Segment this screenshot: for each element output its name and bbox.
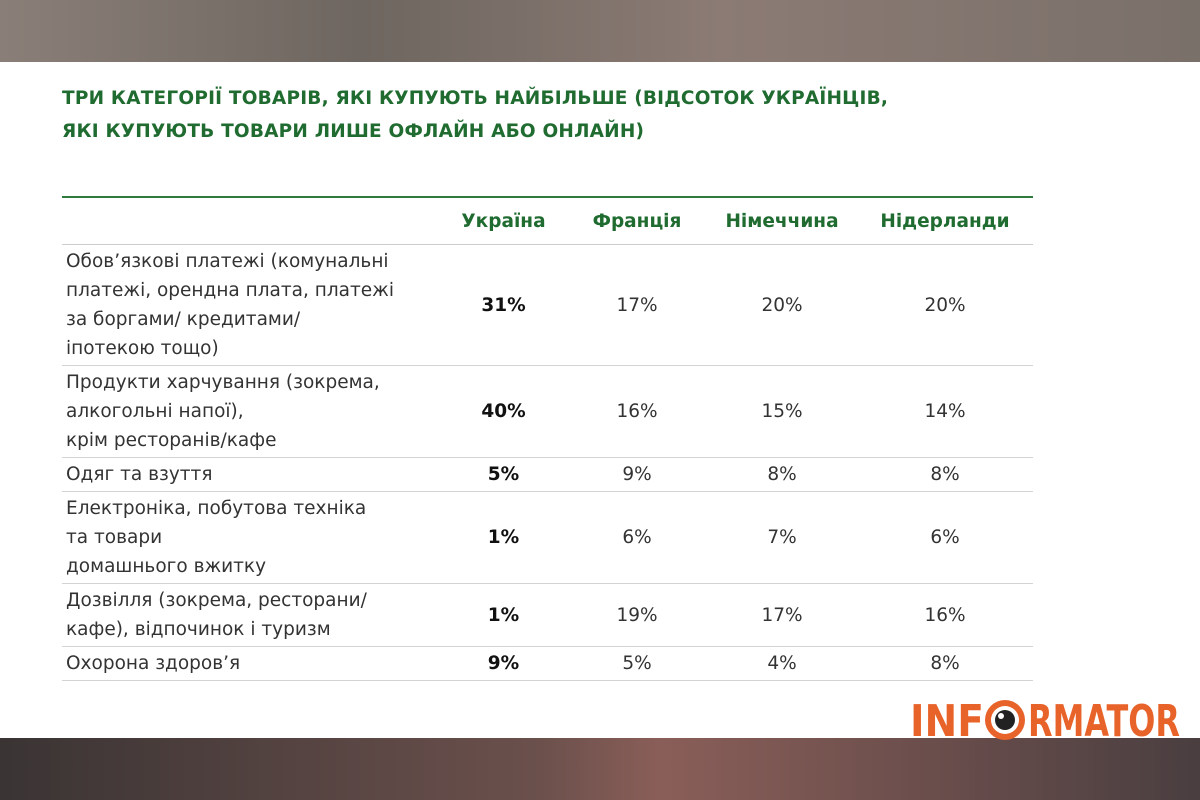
cell-value: 1% <box>440 491 567 584</box>
cell-value: 40% <box>440 365 567 458</box>
cell-value: 16% <box>857 583 1033 647</box>
cell-value: 15% <box>707 365 857 458</box>
row-label: Дозвілля (зокрема, ресторани/ кафе), від… <box>62 583 440 647</box>
table-row: Обов’язкові платежі (комунальні платежі,… <box>62 244 1033 366</box>
column-header: Україна <box>440 197 567 245</box>
cell-value: 31% <box>440 244 567 366</box>
cell-value: 17% <box>567 244 707 366</box>
row-label: Продукти харчування (зокрема, алкогольні… <box>62 365 440 458</box>
row-label: Одяг та взуття <box>62 457 440 492</box>
cell-value: 5% <box>567 646 707 681</box>
cell-value: 16% <box>567 365 707 458</box>
cell-value: 19% <box>567 583 707 647</box>
title: ТРИ КАТЕГОРІЇ ТОВАРІВ, ЯКІ КУПУЮТЬ НАЙБІ… <box>62 88 889 142</box>
cell-value: 7% <box>707 491 857 584</box>
cell-value: 6% <box>857 491 1033 584</box>
cell-value: 4% <box>707 646 857 681</box>
column-header: Німеччина <box>707 197 857 245</box>
cell-value: 8% <box>707 457 857 492</box>
table-body: Обов’язкові платежі (комунальні платежі,… <box>62 244 1033 681</box>
cell-value: 17% <box>707 583 857 647</box>
header-cell <box>62 197 440 245</box>
bottom-band <box>0 738 1200 800</box>
row-label: Охорона здоров’я <box>62 646 440 681</box>
column-header: Нідерланди <box>857 197 1033 245</box>
table-row: Дозвілля (зокрема, ресторани/ кафе), від… <box>62 583 1033 647</box>
cell-value: 8% <box>857 457 1033 492</box>
logo-text: RMATOR <box>1028 696 1180 744</box>
column-header: Франція <box>567 197 707 245</box>
table-row: Охорона здоров’я 9% 5% 4% 8% <box>62 646 1033 681</box>
row-label: Електроніка, побутова техніка та товари … <box>62 491 440 584</box>
logo-text: INF <box>910 696 984 744</box>
cell-value: 20% <box>857 244 1033 366</box>
cell-value: 1% <box>440 583 567 647</box>
logo: INF RMATOR <box>910 696 1180 744</box>
row-label: Обов’язкові платежі (комунальні платежі,… <box>62 244 440 366</box>
table-row: Електроніка, побутова техніка та товари … <box>62 491 1033 584</box>
header-row: Україна Франція Німеччина Нідерланди <box>62 197 1033 245</box>
cell-value: 5% <box>440 457 567 492</box>
cell-value: 8% <box>857 646 1033 681</box>
logo-eye <box>985 700 1025 740</box>
table-row: Продукти харчування (зокрема, алкогольні… <box>62 365 1033 458</box>
top-band <box>0 0 1200 62</box>
cell-value: 6% <box>567 491 707 584</box>
cell-value: 9% <box>567 457 707 492</box>
table-row: Одяг та взуття 5% 9% 8% 8% <box>62 457 1033 492</box>
cell-value: 14% <box>857 365 1033 458</box>
cell-value: 9% <box>440 646 567 681</box>
cell-value: 20% <box>707 244 857 366</box>
table: Україна Франція Німеччина Нідерланди Обов’я… <box>62 196 1033 681</box>
